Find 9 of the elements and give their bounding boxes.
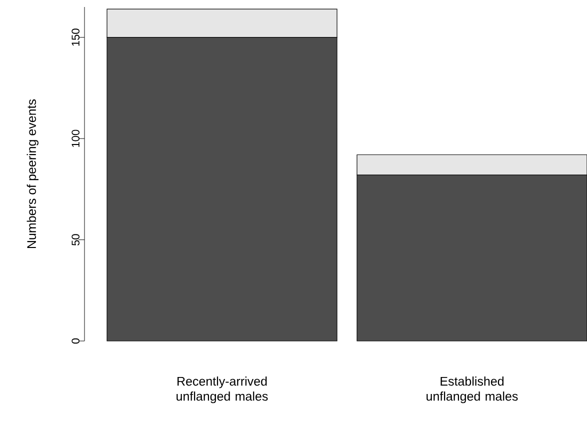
x-tick-label: Established unflanged males	[426, 376, 518, 404]
y-tick-label: 0	[72, 338, 80, 344]
x-tick-label: Recently-arrived unflanged males	[176, 376, 268, 404]
bar	[106, 37, 338, 342]
bar	[356, 174, 587, 342]
y-axis-title: Numbers of peering events	[26, 99, 38, 248]
y-tick-label: 100	[72, 130, 80, 147]
y-tick-label: 50	[72, 234, 80, 246]
y-tick-label: 150	[72, 28, 80, 46]
